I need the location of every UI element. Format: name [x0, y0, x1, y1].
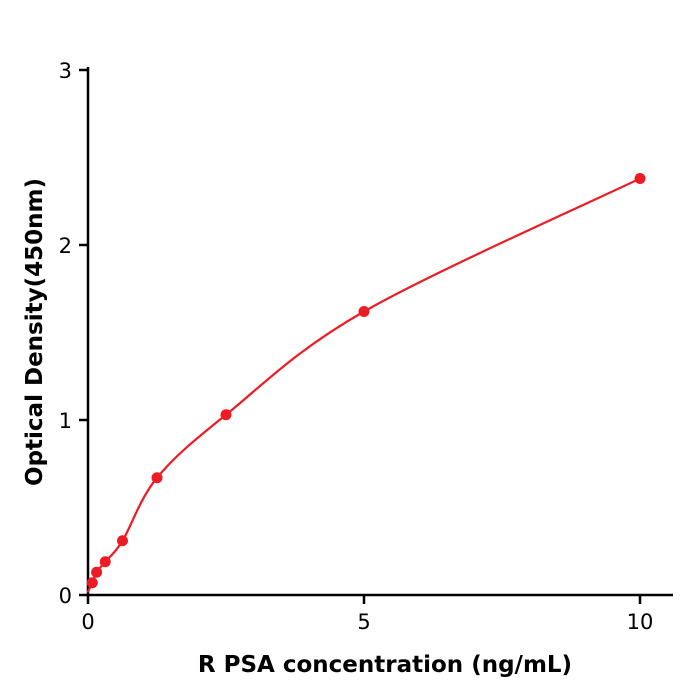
plot-area: 0 5 10 0 1 2 3: [59, 59, 673, 634]
data-point: [117, 535, 128, 547]
x-tick-label: 5: [357, 610, 370, 634]
x-axis-title: R PSA concentration (ng/mL): [198, 652, 572, 678]
y-tick-label: 0: [59, 584, 72, 608]
data-point: [151, 472, 163, 484]
y-tick-label: 3: [59, 59, 72, 83]
y-tick-label: 2: [59, 234, 72, 258]
y-axis-title: Optical Density(450nm): [22, 178, 48, 486]
data-point: [99, 556, 111, 568]
y-tick-label: 1: [59, 409, 72, 433]
x-tick-label: 10: [627, 610, 654, 634]
data-point: [86, 577, 98, 589]
data-point: [91, 566, 103, 578]
data-point: [358, 306, 370, 317]
fit-curve: [86, 177, 642, 593]
data-point: [220, 409, 232, 421]
data-point: [634, 173, 646, 184]
x-tick-label: 0: [81, 610, 94, 634]
